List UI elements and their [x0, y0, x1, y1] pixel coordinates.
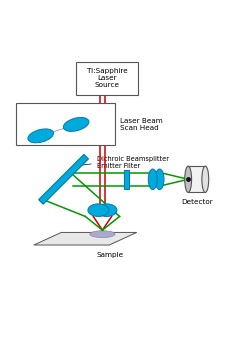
Text: Ti:Sapphire
Laser
Source: Ti:Sapphire Laser Source — [86, 68, 127, 88]
Bar — [123, 170, 128, 189]
Ellipse shape — [201, 166, 208, 192]
Ellipse shape — [63, 118, 89, 131]
Ellipse shape — [148, 169, 156, 190]
Ellipse shape — [184, 166, 191, 192]
Text: Emitter Filter: Emitter Filter — [96, 163, 139, 172]
Ellipse shape — [87, 204, 108, 216]
Bar — [76, 62, 137, 95]
Bar — [187, 166, 204, 192]
Ellipse shape — [96, 204, 116, 216]
Text: Laser Beam
Scan Head: Laser Beam Scan Head — [119, 118, 162, 131]
Text: Detector: Detector — [180, 199, 212, 205]
Bar — [16, 103, 114, 145]
Text: Dichroic Beamsplitter: Dichroic Beamsplitter — [79, 156, 168, 165]
Text: Sample: Sample — [96, 252, 123, 259]
Ellipse shape — [90, 231, 114, 238]
Polygon shape — [34, 233, 136, 245]
Ellipse shape — [28, 129, 53, 143]
Polygon shape — [38, 154, 88, 204]
Ellipse shape — [154, 169, 163, 190]
